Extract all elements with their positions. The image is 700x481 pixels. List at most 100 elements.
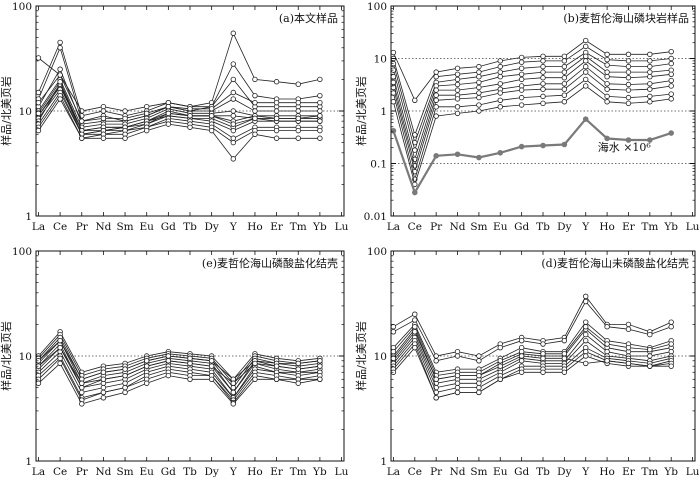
data-point bbox=[317, 376, 323, 382]
data-point bbox=[390, 348, 397, 355]
data-point bbox=[561, 92, 568, 98]
series-line bbox=[38, 41, 320, 117]
series-line bbox=[38, 351, 320, 399]
x-category-label: Y bbox=[229, 221, 238, 233]
data-point bbox=[454, 389, 461, 396]
panel-c: 1 10 100 La Ce Pr Nd Sm Eu Gd Tb Dy Y Ho Er Tm Yb Lu (e)麦哲… bbox=[0, 246, 349, 478]
x-category-label: Er bbox=[622, 221, 636, 233]
data-point bbox=[454, 76, 461, 83]
data-point bbox=[583, 83, 589, 89]
data-point bbox=[187, 124, 193, 130]
series-c-12 bbox=[35, 344, 323, 386]
panel-title: (d)麦哲伦海山未磷酸盐化结壳 bbox=[541, 256, 689, 270]
data-point bbox=[476, 108, 482, 114]
data-point bbox=[540, 53, 546, 60]
data-point bbox=[583, 353, 589, 359]
data-point bbox=[561, 63, 568, 70]
data-point bbox=[518, 358, 525, 364]
data-point bbox=[561, 351, 568, 357]
data-point bbox=[454, 81, 461, 88]
data-point bbox=[317, 113, 323, 119]
data-point bbox=[497, 363, 503, 369]
x-category-label: Ho bbox=[247, 466, 262, 478]
data-point bbox=[273, 127, 280, 134]
data-point bbox=[433, 113, 439, 119]
data-point bbox=[454, 348, 461, 355]
series-a-5 bbox=[35, 76, 323, 130]
data-point bbox=[230, 89, 236, 96]
x-category-label: Sm bbox=[116, 221, 133, 233]
data-point bbox=[647, 81, 653, 87]
data-point bbox=[165, 110, 172, 117]
data-point bbox=[604, 324, 610, 330]
seawater-point bbox=[411, 189, 418, 196]
series-line bbox=[38, 333, 320, 384]
data-point bbox=[668, 324, 674, 330]
data-point bbox=[561, 337, 568, 344]
x-category-label: Ho bbox=[247, 221, 262, 233]
data-point bbox=[122, 115, 128, 122]
data-point bbox=[497, 74, 503, 80]
x-category-label: Dy bbox=[204, 221, 218, 233]
data-point bbox=[273, 363, 280, 369]
data-point bbox=[144, 380, 150, 386]
data-point bbox=[518, 337, 525, 344]
data-point bbox=[604, 81, 610, 87]
x-category-label: Lu bbox=[686, 221, 700, 233]
data-point bbox=[561, 75, 568, 81]
data-point bbox=[252, 376, 258, 382]
data-point bbox=[295, 81, 301, 87]
data-point bbox=[412, 97, 418, 103]
series-line bbox=[393, 295, 672, 357]
data-point bbox=[230, 30, 236, 36]
data-point bbox=[454, 384, 461, 391]
series-line bbox=[393, 55, 672, 152]
data-point bbox=[252, 131, 258, 137]
y-axis-label: 样品/北美页岩 bbox=[0, 76, 13, 146]
series-d-6 bbox=[390, 334, 674, 391]
data-point bbox=[122, 380, 128, 386]
data-point bbox=[454, 71, 461, 78]
data-point bbox=[35, 89, 42, 96]
data-point bbox=[540, 75, 546, 81]
data-point bbox=[390, 74, 397, 80]
series-line bbox=[38, 91, 320, 139]
data-point bbox=[668, 83, 674, 89]
data-point bbox=[583, 348, 589, 355]
data-point bbox=[540, 355, 546, 362]
data-point bbox=[583, 58, 589, 64]
data-point bbox=[625, 87, 632, 93]
data-point bbox=[433, 92, 439, 98]
series-line bbox=[38, 331, 320, 380]
x-category-label: Tb bbox=[536, 466, 550, 478]
series-d-9 bbox=[390, 344, 674, 401]
data-point bbox=[583, 76, 589, 83]
data-point bbox=[295, 380, 301, 386]
data-point bbox=[625, 69, 632, 75]
panel-d: 1 10 100 La Ce Pr Nd Sm Eu Gd Tb Dy Y Ho Er Tm Yb Lu (d)麦哲… bbox=[354, 246, 700, 478]
data-point bbox=[433, 69, 439, 75]
data-point bbox=[625, 94, 632, 101]
x-category-label: Dy bbox=[557, 221, 571, 233]
panel-title: (e)麦哲伦海山磷酸盐化结壳 bbox=[202, 256, 338, 270]
x-category-label: La bbox=[32, 466, 45, 478]
data-point bbox=[295, 366, 301, 372]
x-category-label: Dy bbox=[557, 466, 571, 478]
data-point bbox=[433, 376, 439, 382]
data-point bbox=[317, 135, 323, 141]
y-tick-label: 1 bbox=[25, 456, 32, 468]
series-line bbox=[38, 347, 320, 399]
data-point bbox=[604, 62, 610, 68]
data-point bbox=[165, 358, 172, 364]
x-category-label: Tm bbox=[290, 466, 307, 478]
data-point bbox=[497, 358, 503, 364]
x-category-label: Er bbox=[270, 221, 284, 233]
data-point bbox=[668, 363, 674, 369]
data-point bbox=[187, 360, 193, 367]
data-point bbox=[518, 54, 525, 61]
data-point bbox=[518, 94, 525, 101]
x-category-label: Yb bbox=[663, 466, 678, 478]
data-point bbox=[476, 69, 482, 75]
data-point bbox=[433, 104, 439, 110]
x-category-label: Tm bbox=[641, 466, 658, 478]
